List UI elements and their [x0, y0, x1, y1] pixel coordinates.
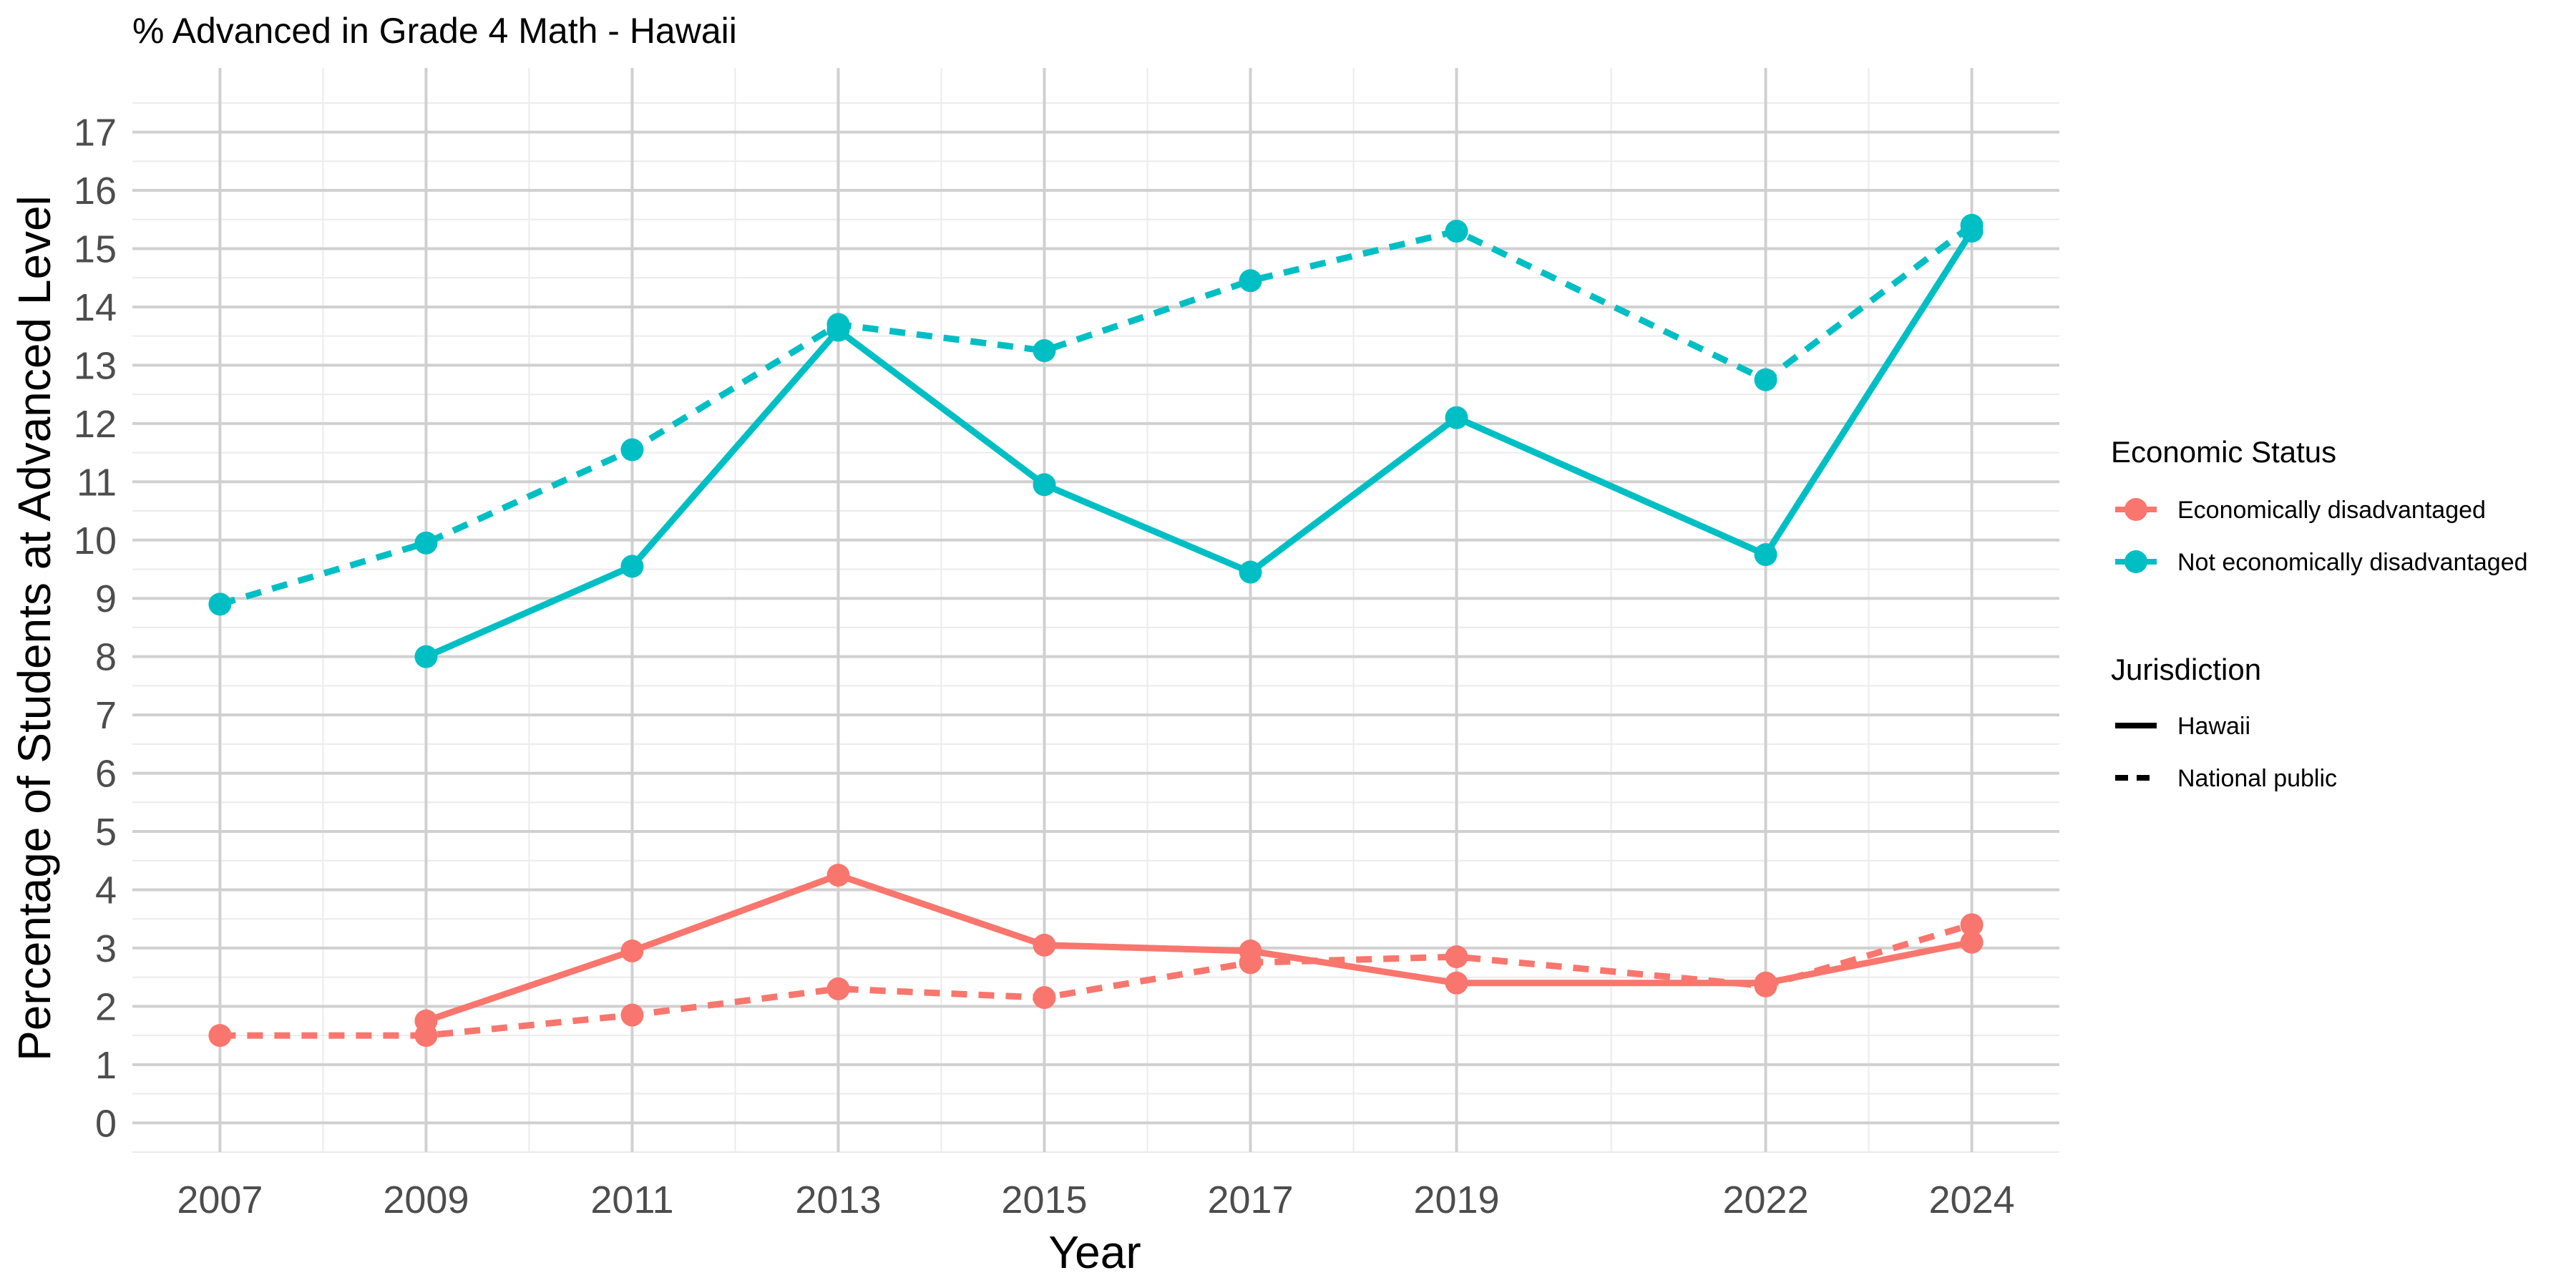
x-tick-label: 2009	[383, 1179, 469, 1221]
legend: Economic Status Economically disadvantag…	[2111, 435, 2528, 792]
data-point-not-economically-disadvantaged-hawaii	[620, 555, 644, 578]
y-tick-label: 0	[95, 1102, 117, 1145]
data-point-economically-disadvantaged-hawaii	[1445, 971, 1468, 995]
legend-title-economic-status: Economic Status	[2111, 435, 2336, 469]
data-point-economically-disadvantaged-national-public	[620, 1003, 644, 1027]
data-point-not-economically-disadvantaged-hawaii	[1239, 560, 1262, 584]
data-point-not-economically-disadvantaged-hawaii	[1754, 543, 1777, 567]
legend-title-jurisdiction: Jurisdiction	[2111, 653, 2261, 686]
data-point-not-economically-disadvantaged-hawaii	[826, 318, 850, 342]
legend-label-not-economically-disadvantaged: Not economically disadvantaged	[2177, 549, 2528, 576]
y-tick-label: 7	[95, 694, 117, 737]
legend-key-point-not-economically-disadvantaged	[2124, 550, 2147, 573]
x-tick-label: 2024	[1929, 1179, 2015, 1221]
y-tick-label: 11	[77, 461, 117, 504]
series-layer	[208, 213, 1984, 1048]
x-axis-ticks: 2007 2009 2011 2013 2015 2017 2019 2022 2024	[177, 1179, 2014, 1221]
legend-item-national-public: National public	[2115, 765, 2337, 792]
data-point-economically-disadvantaged-hawaii	[620, 939, 644, 962]
data-point-not-economically-disadvantaged-national-public	[1239, 269, 1262, 293]
data-point-not-economically-disadvantaged-national-public	[1033, 339, 1056, 363]
data-point-not-economically-disadvantaged-national-public	[620, 438, 644, 462]
y-tick-label: 8	[95, 636, 117, 679]
x-tick-label: 2007	[177, 1179, 263, 1221]
x-tick-label: 2011	[590, 1179, 673, 1221]
data-point-not-economically-disadvantaged-hawaii	[414, 645, 438, 668]
series-line-not-economically-disadvantaged-hawaii	[424, 229, 1975, 660]
chart-title: % Advanced in Grade 4 Math - Hawaii	[132, 11, 737, 51]
data-point-not-economically-disadvantaged-national-public	[414, 531, 438, 555]
y-tick-label: 13	[74, 344, 117, 387]
minor-gridlines	[132, 68, 2059, 1153]
x-tick-label: 2017	[1207, 1179, 1293, 1221]
data-point-economically-disadvantaged-national-public	[208, 1024, 232, 1048]
y-tick-label: 14	[74, 286, 117, 329]
x-tick-label: 2022	[1722, 1179, 1808, 1221]
y-tick-label: 1	[95, 1044, 117, 1087]
legend-label-hawaii: Hawaii	[2177, 713, 2250, 740]
data-point-economically-disadvantaged-national-public	[1445, 945, 1468, 969]
data-point-economically-disadvantaged-national-public	[1033, 986, 1056, 1010]
legend-label-economically-disadvantaged: Economically disadvantaged	[2177, 497, 2486, 524]
x-axis-title: Year	[1048, 1226, 1141, 1278]
data-point-not-economically-disadvantaged-hawaii	[1445, 406, 1468, 429]
legend-item-economically-disadvantaged: Economically disadvantaged	[2115, 497, 2486, 524]
data-point-economically-disadvantaged-national-public	[1754, 974, 1777, 997]
y-tick-label: 17	[74, 112, 117, 155]
data-point-not-economically-disadvantaged-hawaii	[1960, 220, 1984, 243]
data-point-economically-disadvantaged-national-public	[826, 977, 850, 1000]
data-point-economically-disadvantaged-hawaii	[826, 864, 850, 887]
data-point-economically-disadvantaged-national-public	[1239, 951, 1262, 975]
y-tick-label: 3	[95, 927, 117, 970]
y-tick-label: 15	[74, 228, 117, 271]
data-point-not-economically-disadvantaged-national-public	[1754, 368, 1777, 391]
x-tick-label: 2013	[795, 1179, 881, 1221]
data-point-economically-disadvantaged-national-public	[414, 1024, 438, 1048]
data-point-not-economically-disadvantaged-national-public	[1445, 220, 1468, 243]
y-tick-label: 6	[95, 753, 117, 796]
legend-label-national-public: National public	[2177, 765, 2337, 792]
data-point-not-economically-disadvantaged-national-public	[208, 592, 232, 616]
legend-item-hawaii: Hawaii	[2115, 713, 2250, 740]
x-tick-label: 2015	[1001, 1179, 1087, 1221]
y-tick-label: 16	[74, 170, 117, 213]
y-tick-label: 2	[95, 985, 117, 1028]
y-tick-label: 9	[95, 577, 117, 620]
legend-key-point-economically-disadvantaged	[2124, 498, 2147, 521]
y-axis-title: Percentage of Students at Advanced Level	[9, 195, 60, 1061]
legend-item-not-economically-disadvantaged: Not economically disadvantaged	[2115, 549, 2528, 576]
data-point-economically-disadvantaged-hawaii	[1033, 933, 1056, 957]
y-tick-label: 5	[95, 811, 117, 854]
data-point-economically-disadvantaged-national-public	[1960, 913, 1984, 937]
data-point-not-economically-disadvantaged-hawaii	[1033, 473, 1056, 497]
data-point-economically-disadvantaged-hawaii	[1960, 930, 1984, 954]
y-tick-label: 12	[74, 403, 117, 446]
y-tick-label: 4	[95, 869, 117, 912]
x-tick-label: 2019	[1413, 1179, 1499, 1221]
y-tick-label: 10	[74, 519, 117, 562]
